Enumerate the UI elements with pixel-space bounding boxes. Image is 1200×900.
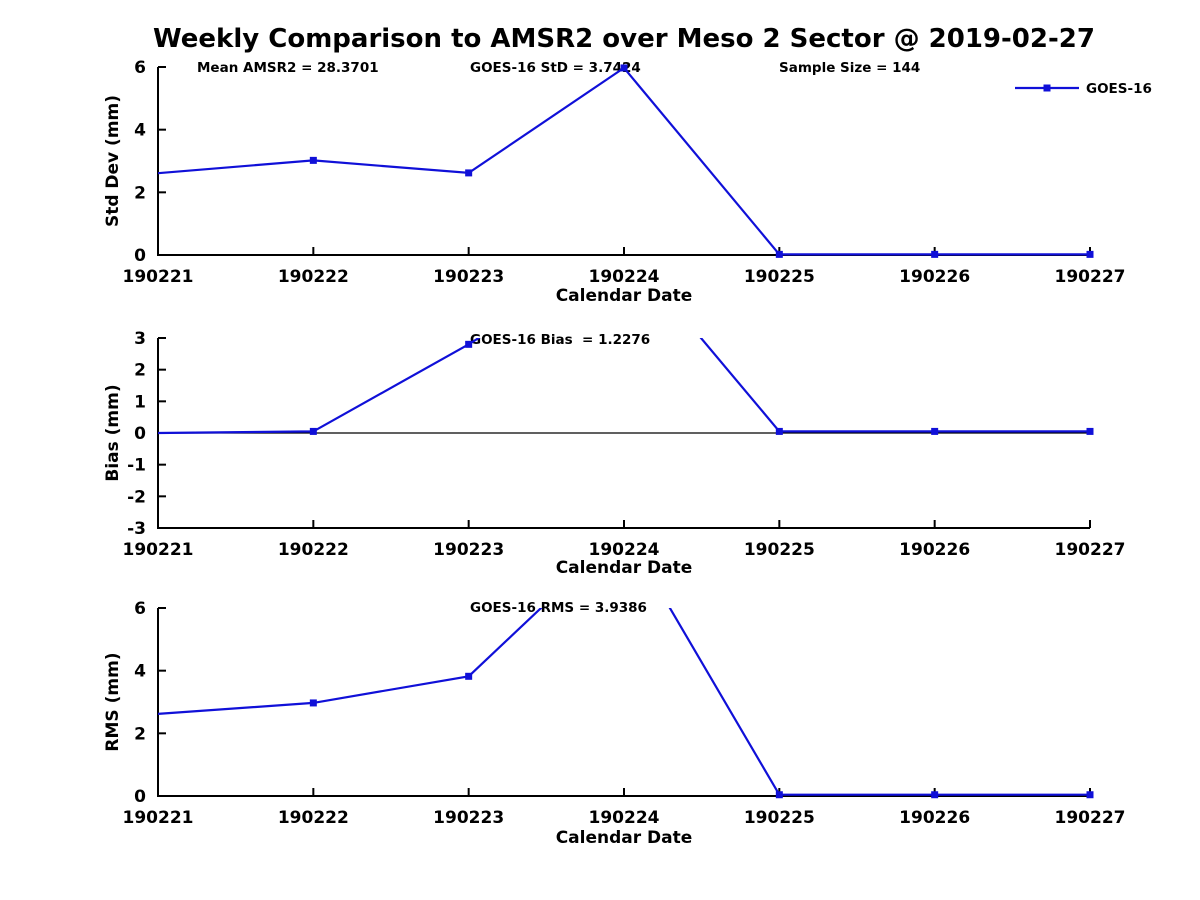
annotation-goes16-rms: GOES-16 RMS = 3.9386 — [470, 600, 647, 616]
data-point-marker — [309, 699, 317, 707]
y-tick-label: 1 — [134, 392, 146, 412]
y-tick-label: 0 — [134, 787, 146, 807]
x-tick-label: 190223 — [433, 808, 504, 828]
plots-layer: 0 2 4 6 190221 190222 190223 190224 190225 190226… — [123, 58, 1126, 828]
data-point-marker — [309, 427, 317, 435]
y-tick-label: -3 — [127, 519, 146, 539]
x-axis-label-top: Calendar Date — [556, 286, 693, 306]
x-axis-label-bottom: Calendar Date — [556, 828, 693, 848]
y-tick-label: -2 — [127, 487, 146, 507]
data-point-marker — [931, 791, 939, 799]
data-point-marker — [931, 427, 939, 435]
subplot-bias: -3 -2 -1 0 1 2 3 190221 190222 190223 190224 190225… — [123, 329, 1126, 560]
y-tick-label: 2 — [134, 724, 146, 744]
y-tick-label: 4 — [134, 662, 146, 682]
annotation-goes16-bias: GOES-16 Bias = 1.2276 — [470, 332, 650, 348]
x-tick-label: 190221 — [123, 808, 194, 828]
x-tick-label: 190221 — [123, 540, 194, 560]
data-point-marker — [1086, 791, 1094, 799]
y-tick-label: 0 — [134, 246, 146, 266]
y-tick-label: 4 — [134, 121, 146, 141]
annotation-mean-amsr2: Mean AMSR2 = 28.3701 — [197, 60, 379, 76]
y-tick-label: 2 — [134, 361, 146, 381]
x-tick-label: 190225 — [744, 267, 815, 287]
x-tick-label: 190226 — [899, 540, 970, 560]
legend-marker-icon — [1043, 84, 1051, 92]
data-point-marker — [775, 427, 783, 435]
y-axis-label-std-dev: Std Dev (mm) — [103, 95, 123, 227]
data-point-marker — [775, 791, 783, 799]
data-point-marker — [1086, 427, 1094, 435]
x-tick-label: 190222 — [278, 540, 349, 560]
subplot-rms: 0 2 4 6 190221 190222 190223 190224 190225 190226… — [123, 599, 1126, 828]
x-tick-label: 190227 — [1055, 808, 1126, 828]
data-point-marker — [465, 672, 473, 680]
y-axis-label-bias: Bias (mm) — [103, 384, 123, 481]
x-tick-label: 190225 — [744, 540, 815, 560]
x-tick-label: 190224 — [589, 540, 660, 560]
y-tick-label: 0 — [134, 424, 146, 444]
data-point-marker — [465, 340, 473, 348]
x-tick-label: 190224 — [589, 808, 660, 828]
axis-frame — [157, 608, 1090, 797]
x-tick-label: 190227 — [1055, 540, 1126, 560]
figure-title: Weekly Comparison to AMSR2 over Meso 2 S… — [153, 24, 1095, 54]
y-tick-label: 6 — [134, 599, 146, 619]
data-line-goes-16 — [157, 67, 1090, 256]
x-tick-label: 190226 — [899, 267, 970, 287]
data-point-marker — [309, 156, 317, 164]
x-axis-label-middle: Calendar Date — [556, 558, 693, 578]
y-tick-label: -1 — [127, 456, 146, 476]
legend-label: GOES-16 — [1086, 81, 1152, 97]
x-tick-label: 190224 — [589, 267, 660, 287]
data-point-marker — [775, 250, 783, 258]
subplot-std-dev: 0 2 4 6 190221 190222 190223 190224 190225 190226… — [123, 58, 1126, 287]
data-point-marker — [465, 169, 473, 177]
legend: GOES-16 — [1015, 81, 1152, 97]
x-tick-label: 190222 — [278, 267, 349, 287]
x-tick-label: 190222 — [278, 808, 349, 828]
labels-layer: Weekly Comparison to AMSR2 over Meso 2 S… — [103, 24, 1152, 848]
x-tick-label: 190223 — [433, 540, 504, 560]
y-tick-label: 3 — [134, 329, 146, 349]
x-tick-label: 190226 — [899, 808, 970, 828]
y-tick-label: 6 — [134, 58, 146, 78]
data-point-marker — [1086, 250, 1094, 258]
y-axis-label-rms: RMS (mm) — [103, 652, 123, 751]
annotation-goes16-std: GOES-16 StD = 3.7424 — [470, 60, 641, 76]
y-tick-label: 2 — [134, 183, 146, 203]
data-point-marker — [931, 250, 939, 258]
x-tick-label: 190221 — [123, 267, 194, 287]
data-point-marker — [620, 64, 628, 72]
x-tick-label: 190223 — [433, 267, 504, 287]
x-tick-label: 190227 — [1055, 267, 1126, 287]
x-tick-label: 190225 — [744, 808, 815, 828]
annotation-sample-size: Sample Size = 144 — [779, 60, 920, 76]
